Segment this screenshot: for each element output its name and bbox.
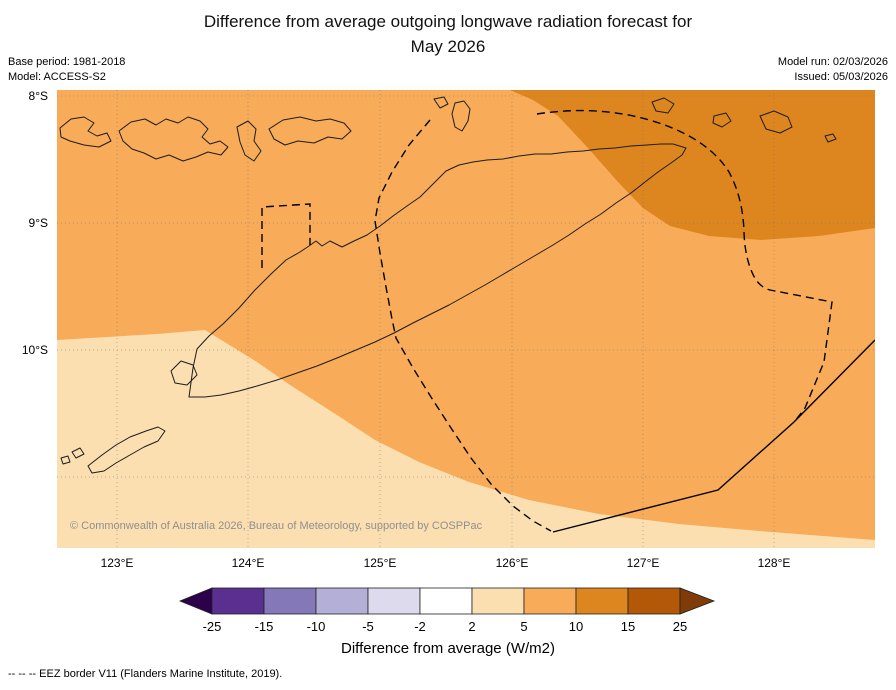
colorbar-tick: -2 (414, 619, 426, 634)
island-coastline (824, 133, 837, 143)
coastlines (59, 96, 837, 474)
colorbar-tick: 2 (468, 619, 476, 634)
meta-right: Model run: 02/03/2026 Issued: 05/03/2026 (778, 55, 888, 85)
colorbar-under-arrow (178, 587, 213, 615)
meta-left: Base period: 1981-2018 Model: ACCESS-S2 (8, 55, 125, 85)
island-coastline (118, 116, 229, 162)
lat-tick-8s: 8°S (28, 89, 48, 103)
eez-footnote: -- -- -- EEZ border V11 (Flanders Marine… (8, 668, 283, 680)
colorbar-tick: -25 (202, 619, 222, 634)
island-coastline (59, 116, 112, 148)
colorbar-tick: 15 (620, 619, 636, 634)
lon-tick-123e: 123°E (100, 556, 134, 570)
colorbar-segment (419, 587, 473, 615)
colorbar-title: Difference from average (W/m2) (341, 640, 555, 657)
island-coastline (236, 120, 262, 162)
colorbar-segment (523, 587, 577, 615)
title-line-2: May 2026 (410, 37, 486, 56)
island-coastline (60, 455, 71, 465)
lat-tick-10s: 10°S (21, 343, 48, 357)
colorbar-segment (575, 587, 629, 615)
graticule (57, 90, 875, 548)
colorbar-tick: 10 (568, 619, 584, 634)
colorbar-tick: 25 (672, 619, 688, 634)
colorbar-tick: -10 (306, 619, 326, 634)
lon-tick-126e: 126°E (495, 556, 529, 570)
colorbar-tick: -15 (254, 619, 274, 634)
colorbar-segment (263, 587, 317, 615)
island-coastline (71, 447, 85, 459)
lon-tick-128e: 128°E (757, 556, 791, 570)
eez-border-dashed (261, 109, 833, 532)
colorbar-segment (367, 587, 421, 615)
lon-tick-124e: 124°E (231, 556, 265, 570)
colorbar-tick: 5 (520, 619, 528, 634)
timor-coastline (188, 143, 687, 398)
island-coastline (433, 96, 449, 109)
island-coastline (712, 112, 732, 128)
lon-tick-125e: 125°E (363, 556, 397, 570)
forecast-map (57, 90, 875, 548)
colorbar-over-arrow (679, 587, 716, 615)
island-coastline (170, 360, 198, 386)
model-text: Model: ACCESS-S2 (8, 71, 106, 83)
island-coastline (651, 97, 675, 114)
colorbar-svg (178, 587, 716, 615)
region-band-10-15 (510, 90, 875, 240)
colorbar: -25 -15 -10 -5 -2 2 5 10 15 25 Differenc… (0, 584, 896, 664)
eez-border-north-segment (536, 109, 833, 422)
maritime-boundary-solid (552, 339, 875, 533)
island-coastline (87, 426, 166, 474)
copyright-text: © Commonwealth of Australia 2026, Bureau… (70, 520, 483, 532)
island-coastline (268, 116, 352, 146)
model-run-text: Model run: 02/03/2026 (777, 56, 888, 68)
map-svg (57, 90, 875, 548)
island-coastline (759, 110, 793, 134)
colorbar-segment (211, 587, 265, 615)
lat-tick-9s: 9°S (28, 216, 48, 230)
colorbar-segment (627, 587, 681, 615)
page-title: Difference from average outgoing longwav… (0, 9, 896, 59)
eez-border-oecusse-segment (261, 203, 311, 268)
issued-text: Issued: 05/03/2026 (794, 71, 888, 83)
colorbar-tick: -5 (362, 619, 374, 634)
island-coastline (451, 100, 471, 132)
eez-border-west-segment (374, 119, 552, 532)
lon-tick-127e: 127°E (626, 556, 660, 570)
colorbar-segment (315, 587, 369, 615)
title-line-1: Difference from average outgoing longwav… (203, 12, 693, 31)
colorbar-segment (471, 587, 525, 615)
base-period-text: Base period: 1981-2018 (8, 56, 126, 68)
